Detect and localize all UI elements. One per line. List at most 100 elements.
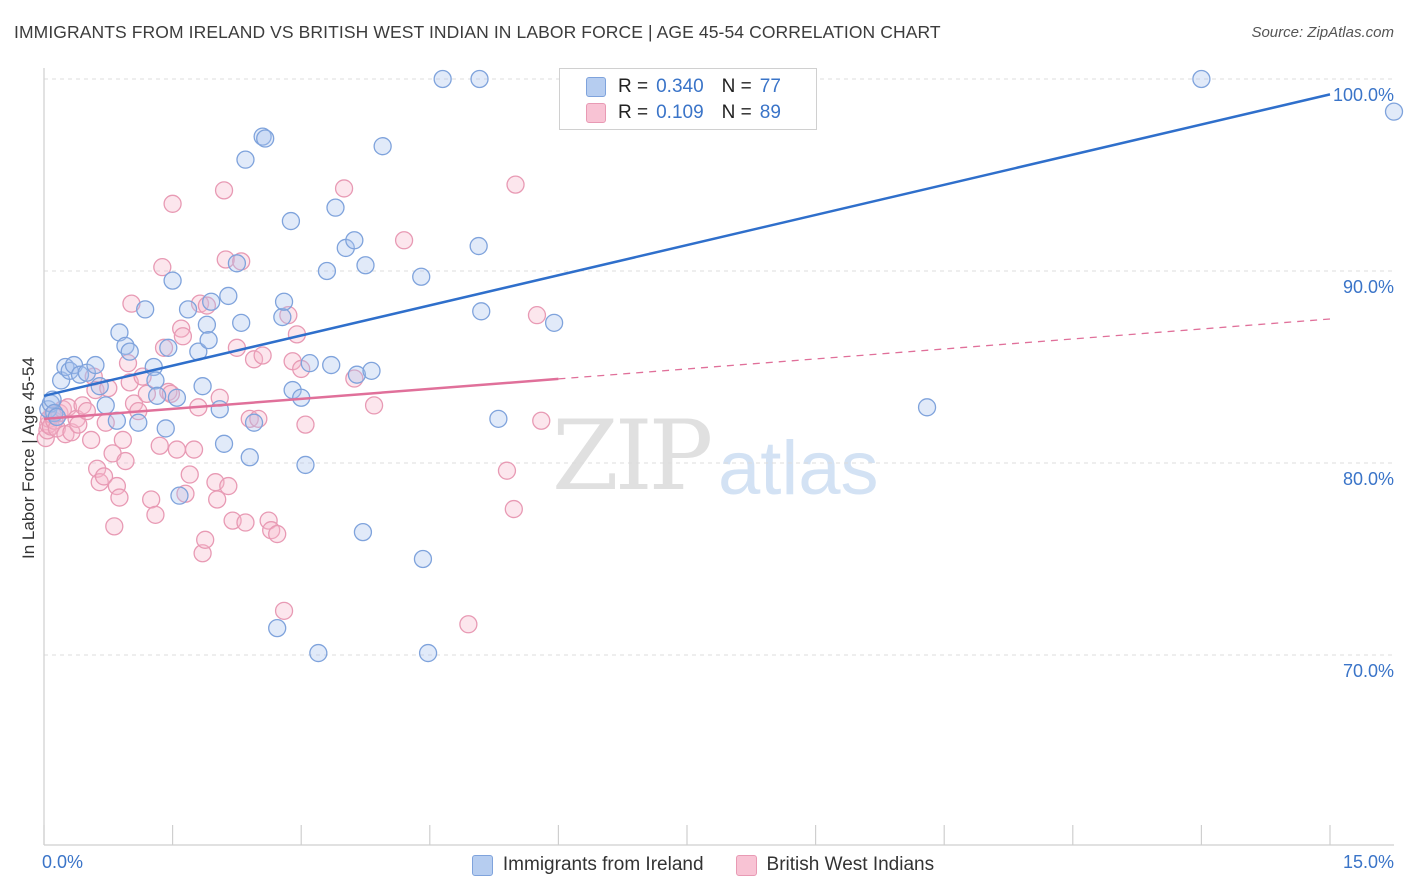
bwi-point xyxy=(506,175,525,194)
ireland-point xyxy=(236,150,255,169)
bwi-point xyxy=(94,467,114,486)
bwi-point xyxy=(153,258,172,277)
legend-item-ireland[interactable]: Immigrants from Ireland xyxy=(471,854,704,876)
ireland-point xyxy=(120,342,139,361)
ireland-point xyxy=(472,302,491,321)
bwi-point xyxy=(253,346,272,365)
ireland-trend-line xyxy=(43,93,1331,398)
ireland-point xyxy=(274,292,294,311)
ireland-point xyxy=(202,292,221,311)
bwi-point xyxy=(219,476,238,496)
ireland-point xyxy=(470,69,489,89)
ireland-point xyxy=(253,127,272,146)
y-tick-label: 90.0% xyxy=(1342,277,1394,297)
ireland-point xyxy=(178,300,198,319)
trend-lines xyxy=(43,93,1331,421)
ireland-point xyxy=(322,355,341,375)
bwi-point xyxy=(62,423,81,442)
chart-title: IMMIGRANTS FROM IRELAND VS BRITISH WEST … xyxy=(14,22,941,42)
ireland-point xyxy=(110,323,129,342)
legend-n-label: N = xyxy=(721,76,752,97)
ireland-point xyxy=(273,307,292,327)
ireland-point xyxy=(1384,102,1404,121)
ireland-point xyxy=(281,211,301,231)
ireland-point xyxy=(156,419,175,438)
y-tick-label: 100.0% xyxy=(1332,85,1394,105)
ireland-point xyxy=(146,371,165,390)
bwi-trend-line-dashed xyxy=(558,318,1331,380)
bwi-point xyxy=(236,513,255,532)
ireland-point xyxy=(129,413,148,432)
legend-item-bwi[interactable]: British West Indians xyxy=(735,854,935,876)
ireland-point xyxy=(163,271,182,290)
bwi-point xyxy=(107,476,127,496)
legend-n-value: 89 xyxy=(759,102,781,123)
bwi-point xyxy=(527,306,547,325)
legend-row-bwi: R = 0.109 N = 89 xyxy=(586,101,781,125)
bwi-point xyxy=(105,517,124,536)
bwi-point xyxy=(364,396,384,415)
series-legend: Immigrants from Ireland British West Ind… xyxy=(0,851,1406,879)
ireland-point xyxy=(96,396,115,415)
bwi-point xyxy=(334,179,354,198)
ireland-point xyxy=(159,338,178,357)
legend-n-label: N = xyxy=(721,102,752,123)
ireland-point xyxy=(309,643,328,663)
ireland-point xyxy=(413,549,433,569)
bwi-point xyxy=(214,181,234,200)
ireland-point xyxy=(268,618,287,638)
legend-r-value: 0.109 xyxy=(656,102,704,123)
bwi-point xyxy=(184,440,204,459)
legend-row-ireland: R = 0.340 N = 77 xyxy=(586,75,781,99)
legend-swatch-pink xyxy=(586,103,606,123)
bwi-point xyxy=(82,430,101,450)
bwi-point xyxy=(173,327,193,346)
ireland-point xyxy=(214,434,234,453)
ireland-point xyxy=(70,365,90,384)
ireland-point xyxy=(412,267,431,286)
x-tick-label: 0.0% xyxy=(42,852,84,872)
ireland-point xyxy=(433,69,452,89)
bwi-point xyxy=(110,488,129,507)
ireland-point xyxy=(136,300,155,319)
bwi-point xyxy=(116,451,135,471)
legend-swatch-blue xyxy=(471,854,493,876)
bwi-point xyxy=(113,430,133,450)
ireland-point xyxy=(326,198,345,217)
ireland-point xyxy=(489,409,508,428)
ireland-point xyxy=(232,313,251,332)
bwi-point xyxy=(208,490,227,509)
x-tick-label: 15.0% xyxy=(1342,852,1394,872)
legend-label-ireland: Immigrants from Ireland xyxy=(502,854,704,875)
legend-r-label: R = xyxy=(618,102,649,123)
ireland-point xyxy=(193,377,212,396)
ireland-point xyxy=(148,386,167,405)
bwi-point xyxy=(268,524,287,544)
watermark-atlas: atlas xyxy=(718,426,879,511)
legend-r-value: 0.340 xyxy=(656,76,704,97)
bwi-point xyxy=(146,505,165,524)
bwi-point xyxy=(504,499,523,519)
ireland-point xyxy=(296,455,315,475)
immigrants-from-ireland-points xyxy=(39,69,1404,663)
correlation-legend: R = 0.340 N = 77 R = 0.109 N = 89 xyxy=(559,68,817,130)
bwi-point xyxy=(88,459,107,478)
bwi-point xyxy=(142,490,161,509)
ireland-point xyxy=(362,361,381,380)
ireland-point xyxy=(244,413,264,432)
ireland-point xyxy=(345,231,364,250)
ireland-point xyxy=(544,313,564,332)
bwi-point xyxy=(193,544,212,563)
legend-n-value: 77 xyxy=(759,76,781,97)
ireland-point xyxy=(300,354,319,373)
bwi-point xyxy=(459,615,478,634)
bwi-point xyxy=(274,601,294,620)
ireland-point xyxy=(317,261,337,281)
y-tick-label: 70.0% xyxy=(1342,661,1394,681)
ireland-point xyxy=(219,286,238,306)
bwi-point xyxy=(154,338,174,357)
bwi-trend-line xyxy=(43,377,559,421)
ireland-point xyxy=(353,522,373,542)
legend-label-bwi: British West Indians xyxy=(766,854,935,875)
